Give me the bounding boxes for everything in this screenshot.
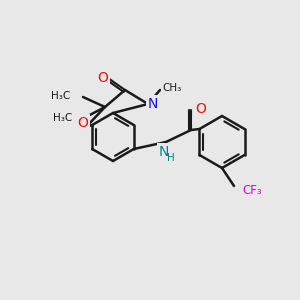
Text: CF₃: CF₃: [242, 184, 262, 197]
Text: O: O: [98, 71, 108, 85]
Text: H₃C: H₃C: [53, 113, 72, 123]
Text: N: N: [159, 145, 169, 159]
Text: O: O: [196, 102, 206, 116]
Text: N: N: [148, 97, 158, 111]
Text: H: H: [167, 153, 175, 163]
Text: O: O: [78, 116, 88, 130]
Text: CH₃: CH₃: [162, 83, 182, 93]
Text: H₃C: H₃C: [51, 91, 70, 101]
